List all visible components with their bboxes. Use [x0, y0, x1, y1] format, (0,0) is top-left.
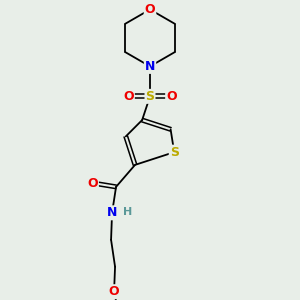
- Text: O: O: [166, 90, 177, 103]
- Text: O: O: [123, 90, 134, 103]
- Text: O: O: [109, 285, 119, 298]
- Text: N: N: [107, 206, 117, 219]
- Text: H: H: [123, 207, 132, 217]
- Text: S: S: [170, 146, 179, 159]
- Text: S: S: [146, 90, 154, 103]
- Text: O: O: [145, 3, 155, 16]
- Text: O: O: [87, 177, 98, 190]
- Text: N: N: [145, 60, 155, 73]
